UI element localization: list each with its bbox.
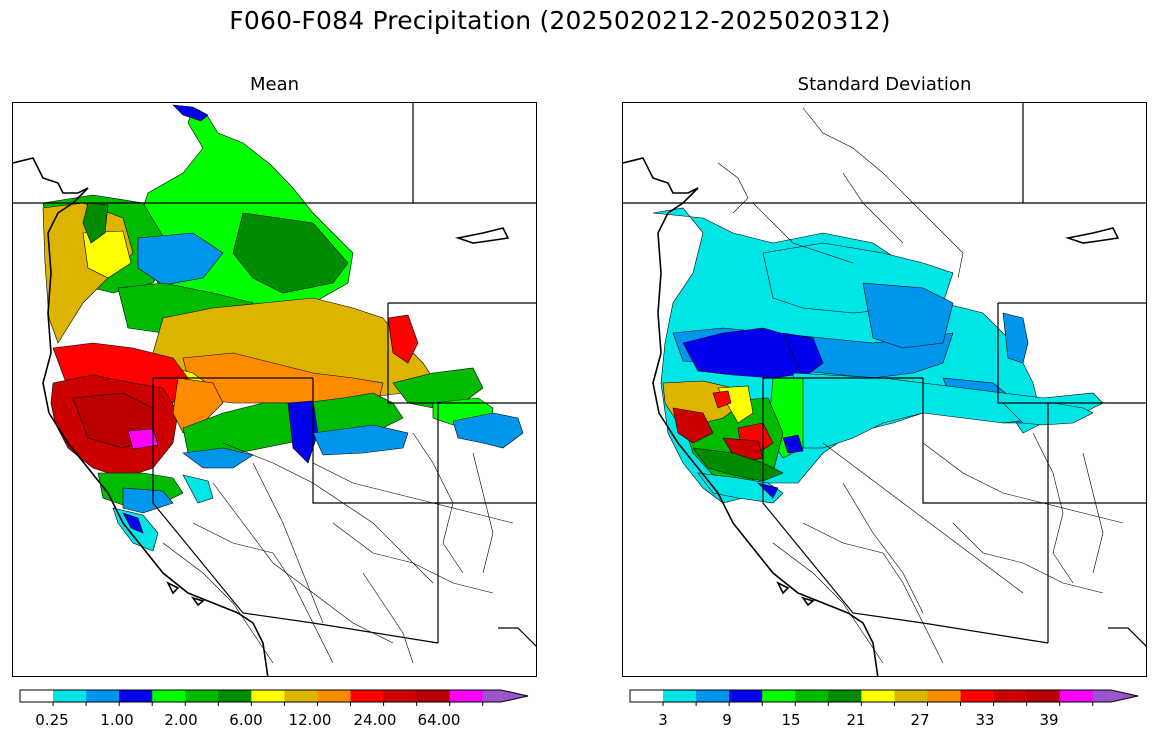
colorbar-segment xyxy=(762,690,796,702)
tick-label: 33 xyxy=(975,711,995,729)
colorbar-segment xyxy=(185,690,219,702)
colorbar-segment xyxy=(927,690,962,702)
colorbar-outline xyxy=(629,689,1139,703)
colorbar-segment xyxy=(482,690,501,702)
colorbar-segment xyxy=(630,690,664,702)
colorbar-segment xyxy=(795,690,829,702)
colorbar-segment xyxy=(861,690,895,702)
colorbar-mean-labels: 0.25 1.00 2.00 6.00 12.00 24.00 64.00 xyxy=(20,711,530,729)
colorbar-segment xyxy=(416,690,451,702)
tick-label: 0.25 xyxy=(35,711,69,729)
tick-label: 12.00 xyxy=(288,711,332,729)
tick-label: 39 xyxy=(1039,711,1059,729)
colorbar-segment xyxy=(894,690,928,702)
colorbar-segment xyxy=(960,690,995,702)
colorbar-segment xyxy=(251,690,285,702)
colorbar-segment xyxy=(663,690,697,702)
colorbar-segment xyxy=(86,690,120,702)
colorbar-extend-arrow xyxy=(500,690,528,702)
colorbar-segment xyxy=(696,690,730,702)
coastline xyxy=(623,157,1120,676)
tick-label: 21 xyxy=(846,711,866,729)
tick-label: 2.00 xyxy=(164,711,198,729)
colorbar-segment xyxy=(152,690,186,702)
colorbar-extend-arrow xyxy=(1110,690,1138,702)
colorbar-std xyxy=(629,689,1140,706)
panel-title-std: Standard Deviation xyxy=(797,74,972,95)
colorbar-segment xyxy=(383,690,418,702)
colorbar-segment xyxy=(284,690,318,702)
colorbar-mean xyxy=(19,689,530,706)
colorbar-segment xyxy=(350,690,385,702)
tick-label: 15 xyxy=(781,711,801,729)
figure-title: F060-F084 Precipitation (2025020212-2025… xyxy=(229,6,891,35)
colorbar-segment xyxy=(993,690,1028,702)
colorbar-segment xyxy=(1092,690,1111,702)
colorbar-segment xyxy=(729,690,763,702)
colorbar-segment xyxy=(20,690,54,702)
basin-boundaries xyxy=(162,432,514,664)
colorbar-segment xyxy=(119,690,153,702)
coastline xyxy=(13,157,510,676)
colorbar-outline xyxy=(19,689,529,703)
state-borders xyxy=(623,103,1146,647)
panel-title-mean: Mean xyxy=(249,74,300,95)
tick-label: 1.00 xyxy=(100,711,134,729)
colorbar-segment xyxy=(828,690,862,702)
colorbar-segment xyxy=(1059,690,1094,702)
tick-label: 24.00 xyxy=(353,711,397,729)
map-std[interactable] xyxy=(622,102,1147,677)
std-regions xyxy=(652,207,1104,504)
colorbar-segment xyxy=(449,690,484,702)
tick-label: 64.00 xyxy=(417,711,461,729)
tick-label: 6.00 xyxy=(229,711,263,729)
basin-boundaries xyxy=(717,107,1124,664)
tick-label: 27 xyxy=(910,711,930,729)
precip-regions xyxy=(42,104,524,552)
colorbar-segment xyxy=(317,690,352,702)
colorbar-segment xyxy=(218,690,252,702)
colorbar-segment xyxy=(1026,690,1061,702)
map-mean[interactable] xyxy=(12,102,537,677)
colorbar-std-labels: 3 9 15 21 27 33 39 xyxy=(630,711,1140,729)
tick-label: 3 xyxy=(658,711,668,729)
state-borders xyxy=(13,103,536,647)
tick-label: 9 xyxy=(722,711,732,729)
colorbar-segment xyxy=(53,690,87,702)
